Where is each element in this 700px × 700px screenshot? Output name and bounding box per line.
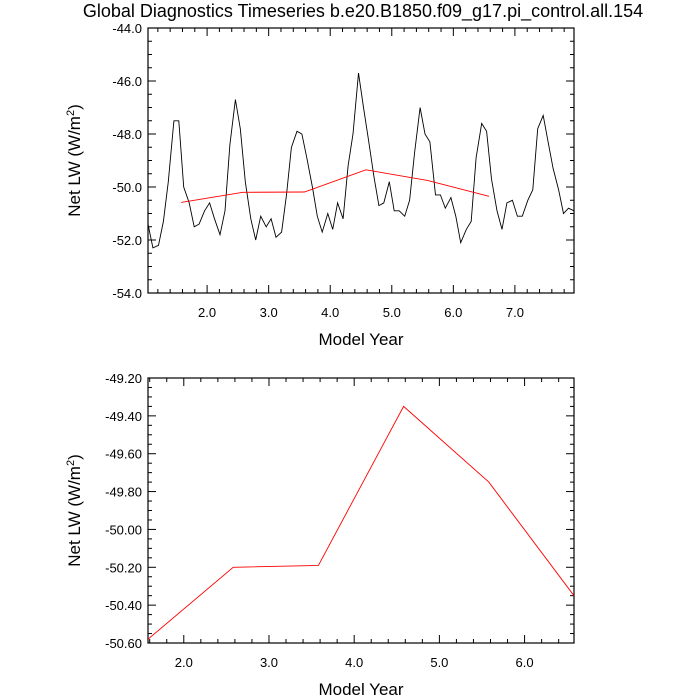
plot2-x-tick-label: 4.0 [345, 655, 363, 670]
plot2-y-tick-label: -49.20 [105, 371, 142, 386]
plot1-x-tick-label: 6.0 [444, 305, 462, 320]
plot2-x-tick-label: 2.0 [175, 655, 193, 670]
plot2-y-tick-label: -49.40 [105, 409, 142, 424]
plot1-x-axis-label: Model Year [318, 330, 403, 349]
plot2-x-tick-label: 6.0 [516, 655, 534, 670]
plot1-y-tick-label: -46.0 [112, 74, 142, 89]
plot2-x-tick-label: 5.0 [430, 655, 448, 670]
plot1-x-tick-label: 7.0 [506, 305, 524, 320]
plot2-y-tick-label: -49.60 [105, 447, 142, 462]
plot1-x-tick-label: 3.0 [260, 305, 278, 320]
plot1-series-2-line [181, 169, 490, 203]
plot2-y-tick-label: -50.00 [105, 522, 142, 537]
plot2-y-axis-label: Net LW (W/m2) [65, 454, 84, 567]
plot1-y-tick-label: -48.0 [112, 127, 142, 142]
plot1-x-tick-label: 2.0 [198, 305, 216, 320]
plot1-x-tick-label: 4.0 [321, 305, 339, 320]
plot1-x-tick-label: 5.0 [383, 305, 401, 320]
chart-title: Global Diagnostics Timeseries b.e20.B185… [83, 1, 643, 22]
plot1-y-tick-label: -44.0 [112, 21, 142, 36]
plot2-x-tick-label: 3.0 [260, 655, 278, 670]
plot1-y-tick-label: -54.0 [112, 286, 142, 301]
plot1-y-tick-label: -50.0 [112, 180, 142, 195]
plot2-y-tick-label: -49.80 [105, 485, 142, 500]
plot2-x-axis-label: Model Year [318, 680, 403, 699]
plot2: 2.0 3.0 4.0 5.0 6.0 -50.60 -50.40 -50.20 -50.00 -… [65, 371, 575, 699]
plot1-series-1-line [147, 73, 575, 249]
plot1-frame [147, 27, 575, 294]
plot1-y-axis-label: Net LW (W/m2) [65, 104, 84, 217]
plot1: 2.0 3.0 4.0 5.0 6.0 7.0 -54.0 -52.0 -50.0 -48.0 -4… [65, 21, 575, 349]
plot2-series-1-line [147, 405, 575, 640]
plot1-y-tick-label: -52.0 [112, 233, 142, 248]
plot2-y-tick-label: -50.40 [105, 598, 142, 613]
plot2-y-tick-label: -50.60 [105, 636, 142, 651]
plot2-y-tick-label: -50.20 [105, 560, 142, 575]
